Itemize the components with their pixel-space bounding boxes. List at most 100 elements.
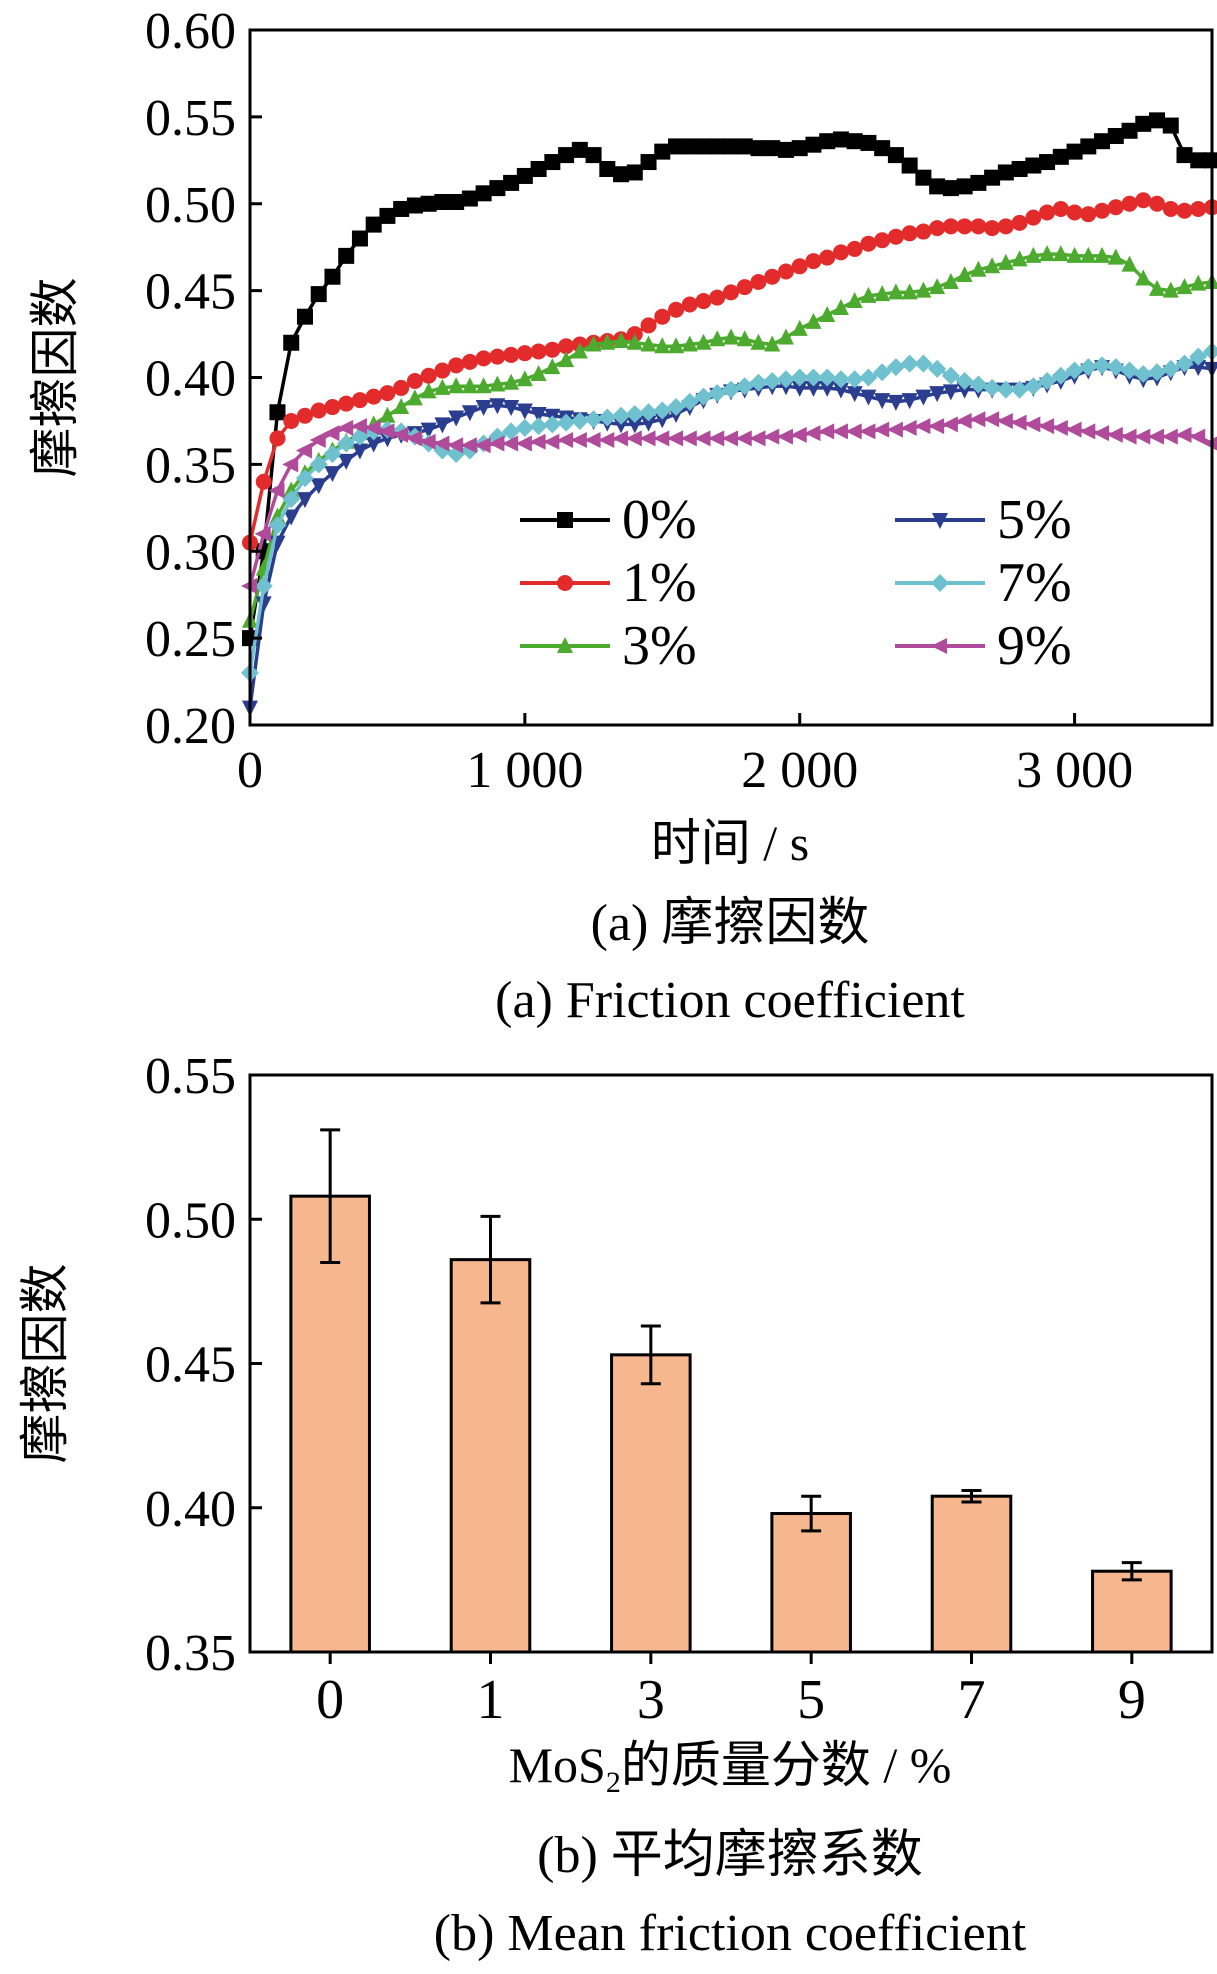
- series-5-point: [1148, 428, 1165, 445]
- series-1-point: [736, 279, 753, 296]
- series-0-point: [887, 147, 904, 164]
- series-3-point: [296, 492, 313, 509]
- series-2-point: [1039, 245, 1056, 262]
- series-5-point: [818, 423, 835, 440]
- series-3-point: [365, 436, 382, 453]
- series-0-point: [1162, 117, 1179, 134]
- series-5-group: [241, 411, 1217, 594]
- series-1-point: [351, 392, 368, 409]
- legend-marker: [557, 575, 573, 591]
- series-3-point: [929, 386, 946, 403]
- legend-marker: [557, 637, 573, 653]
- panel-b-plot-frame: [248, 1073, 1214, 1654]
- series-2-point: [640, 335, 657, 352]
- series-5-point: [447, 437, 464, 454]
- series-0-point: [626, 164, 643, 181]
- series-0-point: [1094, 133, 1111, 150]
- series-3-point: [860, 389, 877, 406]
- series-4-point: [612, 406, 631, 425]
- series-3-point: [530, 406, 547, 423]
- series-1-point: [1190, 200, 1207, 217]
- series-3-point: [283, 509, 300, 526]
- series-5-point: [1010, 414, 1027, 431]
- series-1-point: [1162, 200, 1179, 217]
- bar-1: [449, 1258, 532, 1654]
- legend-marker: [932, 513, 948, 529]
- series-4-point: [1120, 361, 1139, 380]
- panel-a-y-tick-label: 0.55: [145, 90, 236, 147]
- panel-b-y-axis: 0.35 0.40 0.45 0.50 0.55: [145, 1048, 262, 1682]
- series-1-point: [283, 412, 300, 429]
- series-1-point: [695, 293, 712, 310]
- series-3-point: [874, 393, 891, 410]
- series-3-point: [613, 417, 630, 434]
- series-2-point: [1149, 279, 1166, 296]
- panel-b-x-axis: 0 1 3 5 7 9: [316, 1652, 1146, 1731]
- series-4-point: [859, 368, 878, 387]
- series-4-point: [983, 378, 1002, 397]
- series-4-point: [1051, 366, 1070, 385]
- series-2-point: [1094, 246, 1111, 263]
- series-5-point: [1024, 416, 1041, 433]
- series-4-point: [309, 455, 328, 474]
- series-3-point: [324, 466, 341, 483]
- series-1-point: [640, 317, 657, 334]
- series-3-point: [832, 382, 849, 399]
- series-0-point: [654, 143, 671, 160]
- series-5-point: [680, 430, 697, 447]
- series-5-point: [653, 430, 670, 447]
- series-1-group: [242, 192, 1217, 551]
- panel-a-x-tick-label: 1 000: [466, 742, 583, 799]
- series-3-point: [942, 384, 959, 401]
- series-5-point: [309, 432, 326, 449]
- series-2-point: [544, 358, 561, 375]
- series-0-point: [461, 190, 478, 207]
- series-2-point: [887, 283, 904, 300]
- series-0-point: [379, 207, 396, 224]
- series-0-point: [393, 200, 410, 217]
- panel-a-x-axis: 0 1 000 2 000 3 000: [237, 713, 1133, 799]
- series-0-point: [448, 194, 465, 211]
- series-1-point: [860, 235, 877, 252]
- series-0-point: [434, 194, 451, 211]
- legend-label: 1%: [622, 552, 697, 614]
- series-1-point: [874, 232, 891, 249]
- series-1-point: [255, 473, 272, 490]
- series-3-point: [475, 400, 492, 417]
- series-5-point: [667, 430, 684, 447]
- series-0-point: [1176, 147, 1193, 164]
- panel-b-y-tick-label: 0.55: [145, 1048, 236, 1105]
- series-1-point: [1121, 195, 1138, 212]
- series-2-point: [571, 342, 588, 359]
- series-5-point: [708, 430, 725, 447]
- series-0-point: [942, 180, 959, 197]
- series-2-point: [1011, 250, 1028, 267]
- series-5-point: [969, 411, 986, 428]
- series-1-point: [1025, 209, 1042, 226]
- legend-label: 5%: [997, 489, 1072, 551]
- series-4-point: [1161, 359, 1180, 378]
- series-0-point: [736, 138, 753, 155]
- series-5-point: [941, 416, 958, 433]
- series-4-point: [831, 370, 850, 389]
- series-5-point: [543, 433, 560, 450]
- series-1-point: [379, 385, 396, 402]
- series-2-point: [805, 312, 822, 329]
- series-2-point: [489, 375, 506, 392]
- series-0-point: [571, 141, 588, 158]
- series-3-point: [956, 382, 973, 399]
- series-5-point: [804, 425, 821, 442]
- series-0-point: [1107, 127, 1124, 144]
- series-5-point: [914, 418, 931, 435]
- series-0-point: [351, 230, 368, 247]
- series-2-point: [599, 333, 616, 350]
- series-0-point: [283, 334, 300, 351]
- series-5-point: [433, 435, 450, 452]
- series-1-point: [723, 284, 739, 301]
- series-0-point: [832, 131, 849, 148]
- series-0-point: [1011, 161, 1028, 177]
- series-0-point: [709, 138, 726, 155]
- series-5-point: [598, 432, 615, 449]
- panel-a-y-tick-label: 0.35: [145, 437, 236, 494]
- series-2-point: [654, 337, 671, 354]
